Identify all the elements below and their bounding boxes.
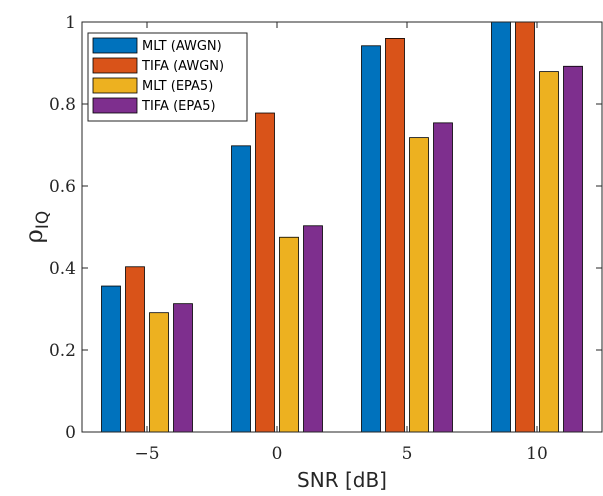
y-tick-label: 0.6 [49, 177, 76, 197]
y-axis-label-symbol: ρ [20, 229, 48, 243]
legend: MLT (AWGN) TIFA (AWGN) MLT (EPA5) TIFA (EPA… [87, 32, 248, 122]
legend-label: MLT (AWGN) [142, 39, 222, 54]
bar-tifa-epa5-3 [563, 65, 583, 433]
x-tick-label: 10 [526, 444, 548, 464]
bar-tifa-awgn-0 [125, 266, 145, 433]
bar-mlt-epa5-1 [279, 236, 299, 433]
bar-mlt-awgn-2 [361, 45, 381, 433]
bar-tifa-epa5-0 [173, 303, 193, 433]
y-tick-label: 0 [65, 423, 76, 443]
y-tick-label: 1 [65, 13, 76, 33]
legend-swatch [92, 37, 138, 54]
legend-label: TIFA (AWGN) [141, 59, 224, 74]
bar-tifa-awgn-3 [515, 21, 535, 433]
ticks-layer [82, 21, 602, 433]
bar-mlt-awgn-1 [231, 145, 251, 433]
tick-labels-layer: 0 0.2 0.4 0.6 0.8 1 −5 0 5 10 [49, 13, 548, 464]
y-tick-label: 0.4 [49, 259, 76, 279]
bar-tifa-epa5-1 [303, 225, 323, 433]
bar-mlt-epa5-0 [149, 312, 169, 433]
y-tick-label: 0.8 [49, 95, 76, 115]
y-tick-label: 0.2 [49, 341, 76, 361]
legend-label: TIFA (EPA5) [141, 99, 216, 114]
legend-label: MLT (EPA5) [142, 79, 213, 94]
x-axis-label: SNR [dB] [297, 468, 387, 492]
y-axis-label: ρIQ [20, 211, 53, 244]
plot-frame [81, 21, 603, 433]
bar-tifa-epa5-2 [433, 122, 453, 433]
bar-tifa-awgn-1 [255, 112, 275, 433]
bar-tifa-awgn-2 [385, 38, 405, 433]
bar-mlt-epa5-2 [409, 137, 429, 433]
legend-swatch [92, 57, 138, 74]
x-tick-label: 5 [402, 444, 413, 464]
x-tick-label: −5 [134, 444, 159, 464]
x-tick-label: 0 [272, 444, 283, 464]
bar-mlt-awgn-0 [101, 285, 121, 433]
bars-layer [101, 21, 583, 433]
y-axis-label-subscript: IQ [33, 211, 53, 229]
legend-swatch [92, 77, 138, 94]
bar-mlt-awgn-3 [491, 21, 511, 433]
bar-mlt-epa5-3 [539, 71, 559, 433]
legend-swatch [92, 97, 138, 114]
